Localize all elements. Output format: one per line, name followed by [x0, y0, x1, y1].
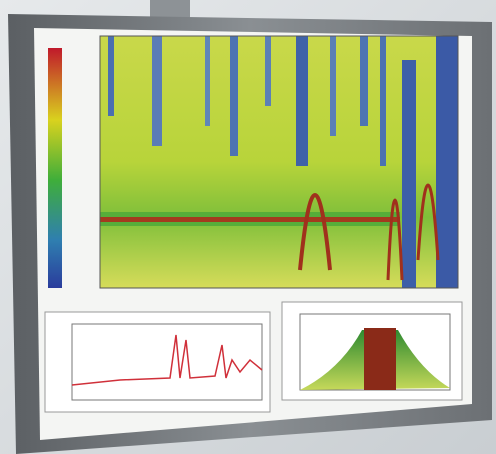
stripe	[108, 36, 114, 116]
stripe	[330, 36, 336, 136]
panel-frame	[44, 311, 271, 413]
stripe	[360, 36, 368, 126]
red-block	[364, 328, 396, 390]
plot-frame	[71, 323, 263, 401]
stripe	[296, 36, 308, 166]
lower-left-panel	[44, 311, 271, 413]
arc	[298, 193, 332, 271]
stripe	[380, 36, 386, 166]
stripe	[152, 36, 162, 146]
arc	[416, 183, 440, 261]
stripe	[402, 60, 416, 288]
red-line	[100, 217, 400, 222]
stand	[150, 0, 190, 18]
lower-right-panel	[281, 301, 463, 401]
trace	[71, 334, 263, 386]
stripe	[265, 36, 271, 106]
stripe	[205, 36, 210, 126]
colorbar	[48, 48, 62, 288]
spectrogram	[99, 35, 459, 289]
arc	[386, 198, 404, 281]
stripe	[230, 36, 238, 156]
plot-frame	[99, 35, 459, 289]
stripe	[436, 36, 458, 288]
